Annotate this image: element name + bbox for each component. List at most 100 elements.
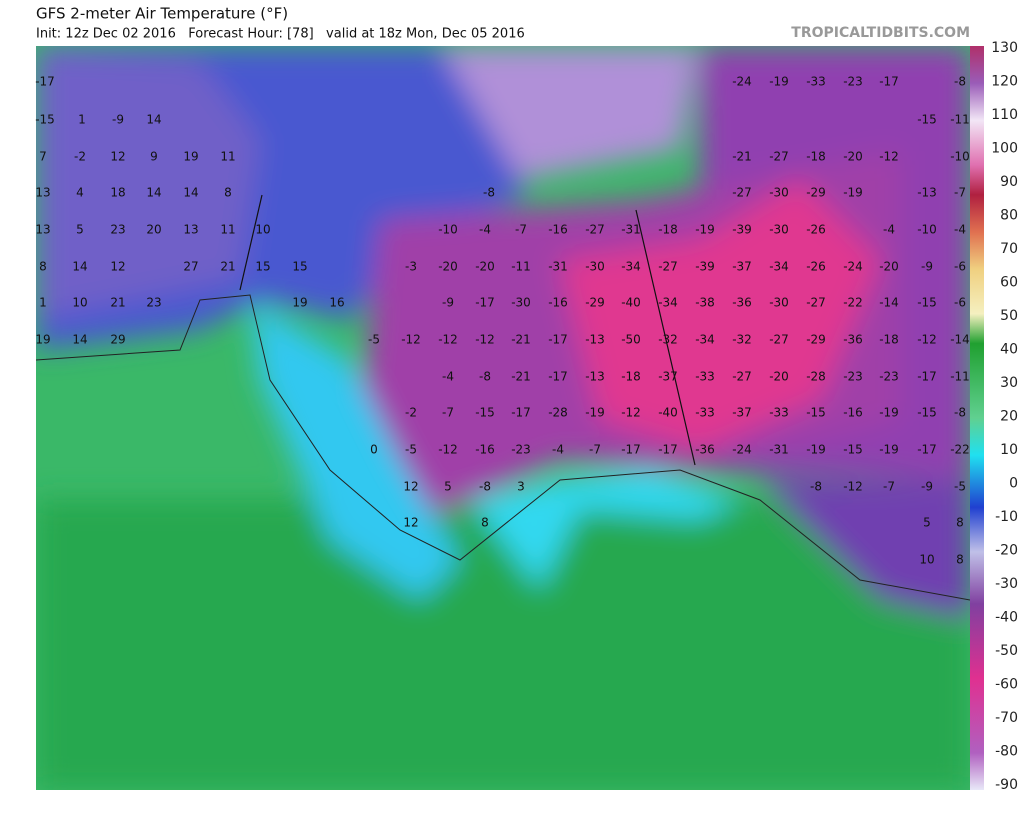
temperature-label: 15 — [255, 260, 270, 274]
temperature-label: 10 — [255, 223, 270, 237]
temperature-label: -30 — [585, 260, 605, 274]
temperature-label: 21 — [220, 260, 235, 274]
temperature-label: -30 — [769, 186, 789, 200]
temperature-label: -3 — [405, 260, 417, 274]
temperature-label: -12 — [475, 333, 495, 347]
temperature-label: -30 — [769, 296, 789, 310]
temperature-label: 8 — [224, 186, 232, 200]
temperature-label: 12 — [110, 150, 125, 164]
temperature-label: 14 — [146, 113, 161, 127]
temperature-label: -4 — [954, 223, 966, 237]
colorbar-label: 110 — [991, 107, 1018, 123]
temperature-label: -17 — [621, 443, 641, 457]
temperature-label: -15 — [35, 113, 55, 127]
temperature-label: -19 — [769, 75, 789, 89]
temperature-label: -33 — [769, 406, 789, 420]
temperature-label: -21 — [511, 333, 531, 347]
temperature-label: -27 — [585, 223, 605, 237]
colorbar-label: -10 — [995, 509, 1018, 525]
temperature-label: -12 — [438, 333, 458, 347]
temperature-label: -17 — [917, 370, 937, 384]
temperature-label: -4 — [883, 223, 895, 237]
temperature-label: -33 — [695, 370, 715, 384]
temperature-label: 13 — [35, 186, 50, 200]
temperature-label: 14 — [146, 186, 161, 200]
temperature-label: -34 — [621, 260, 641, 274]
temperature-label: -37 — [732, 260, 752, 274]
temperature-label: -16 — [475, 443, 495, 457]
colorbar-label: 40 — [1000, 342, 1018, 358]
temperature-label: -9 — [112, 113, 124, 127]
temperature-label: 14 — [183, 186, 198, 200]
temperature-label: -8 — [954, 406, 966, 420]
temperature-label: -24 — [732, 443, 752, 457]
temperature-label: -20 — [475, 260, 495, 274]
temperature-label: -23 — [879, 370, 899, 384]
temperature-label: -36 — [843, 333, 863, 347]
temperature-label: -16 — [843, 406, 863, 420]
temperature-label: -24 — [843, 260, 863, 274]
temperature-label: 14 — [72, 260, 87, 274]
colorbar-label: -70 — [995, 710, 1018, 726]
temperature-label: -12 — [401, 333, 421, 347]
temperature-label: -4 — [442, 370, 454, 384]
temperature-label: -38 — [695, 296, 715, 310]
temperature-label: -37 — [732, 406, 752, 420]
temperature-label: -13 — [585, 333, 605, 347]
colorbar-label: 70 — [1000, 241, 1018, 257]
temperature-label: 11 — [220, 150, 235, 164]
temperature-label: -2 — [405, 406, 417, 420]
temperature-label: 5 — [444, 480, 452, 494]
temperature-label: 13 — [183, 223, 198, 237]
temperature-label: -11 — [950, 370, 970, 384]
colorbar-label: -20 — [995, 543, 1018, 559]
temperature-label: -34 — [769, 260, 789, 274]
temperature-label: -28 — [548, 406, 568, 420]
colorbar-label: 120 — [991, 74, 1018, 90]
temperature-label: 10 — [72, 296, 87, 310]
temperature-label: -23 — [843, 370, 863, 384]
temperature-label: -12 — [843, 480, 863, 494]
temperature-label: -17 — [548, 370, 568, 384]
temperature-label: -8 — [479, 480, 491, 494]
temperature-label: -32 — [732, 333, 752, 347]
temperature-label: -27 — [732, 186, 752, 200]
temperature-label: -33 — [806, 75, 826, 89]
temperature-label: -8 — [810, 480, 822, 494]
temperature-label: -34 — [658, 296, 678, 310]
temperature-label: -19 — [585, 406, 605, 420]
temperature-label: -8 — [483, 186, 495, 200]
temperature-label: 5 — [923, 516, 931, 530]
temperature-label: 4 — [76, 186, 84, 200]
temperature-label: -10 — [438, 223, 458, 237]
temperature-label: -18 — [879, 333, 899, 347]
temperature-label: -37 — [658, 370, 678, 384]
colorbar-label: 20 — [1000, 409, 1018, 425]
temperature-label: -31 — [769, 443, 789, 457]
temperature-label: -20 — [769, 370, 789, 384]
temperature-label: -17 — [511, 406, 531, 420]
temperature-label: 3 — [517, 480, 525, 494]
temperature-label: -30 — [511, 296, 531, 310]
colorbar-label: -40 — [995, 610, 1018, 626]
temperature-label: -39 — [732, 223, 752, 237]
temperature-label: 8 — [956, 516, 964, 530]
temperature-label: -20 — [843, 150, 863, 164]
temperature-label: -15 — [917, 406, 937, 420]
temperature-label: -18 — [806, 150, 826, 164]
temperature-label: 8 — [39, 260, 47, 274]
colorbar-label: 90 — [1000, 174, 1018, 190]
temperature-label: 12 — [110, 260, 125, 274]
temperature-label: -6 — [954, 260, 966, 274]
temperature-label: -12 — [879, 150, 899, 164]
temperature-label: -17 — [658, 443, 678, 457]
subtitle: Init: 12z Dec 02 2016 Forecast Hour: [78… — [36, 27, 525, 42]
temperature-label: -18 — [658, 223, 678, 237]
temperature-label: -16 — [548, 296, 568, 310]
temperature-label: -10 — [917, 223, 937, 237]
colorbar-label: 100 — [991, 141, 1018, 157]
temperature-label: -17 — [917, 443, 937, 457]
temperature-label: -19 — [879, 443, 899, 457]
temperature-label: -15 — [917, 296, 937, 310]
